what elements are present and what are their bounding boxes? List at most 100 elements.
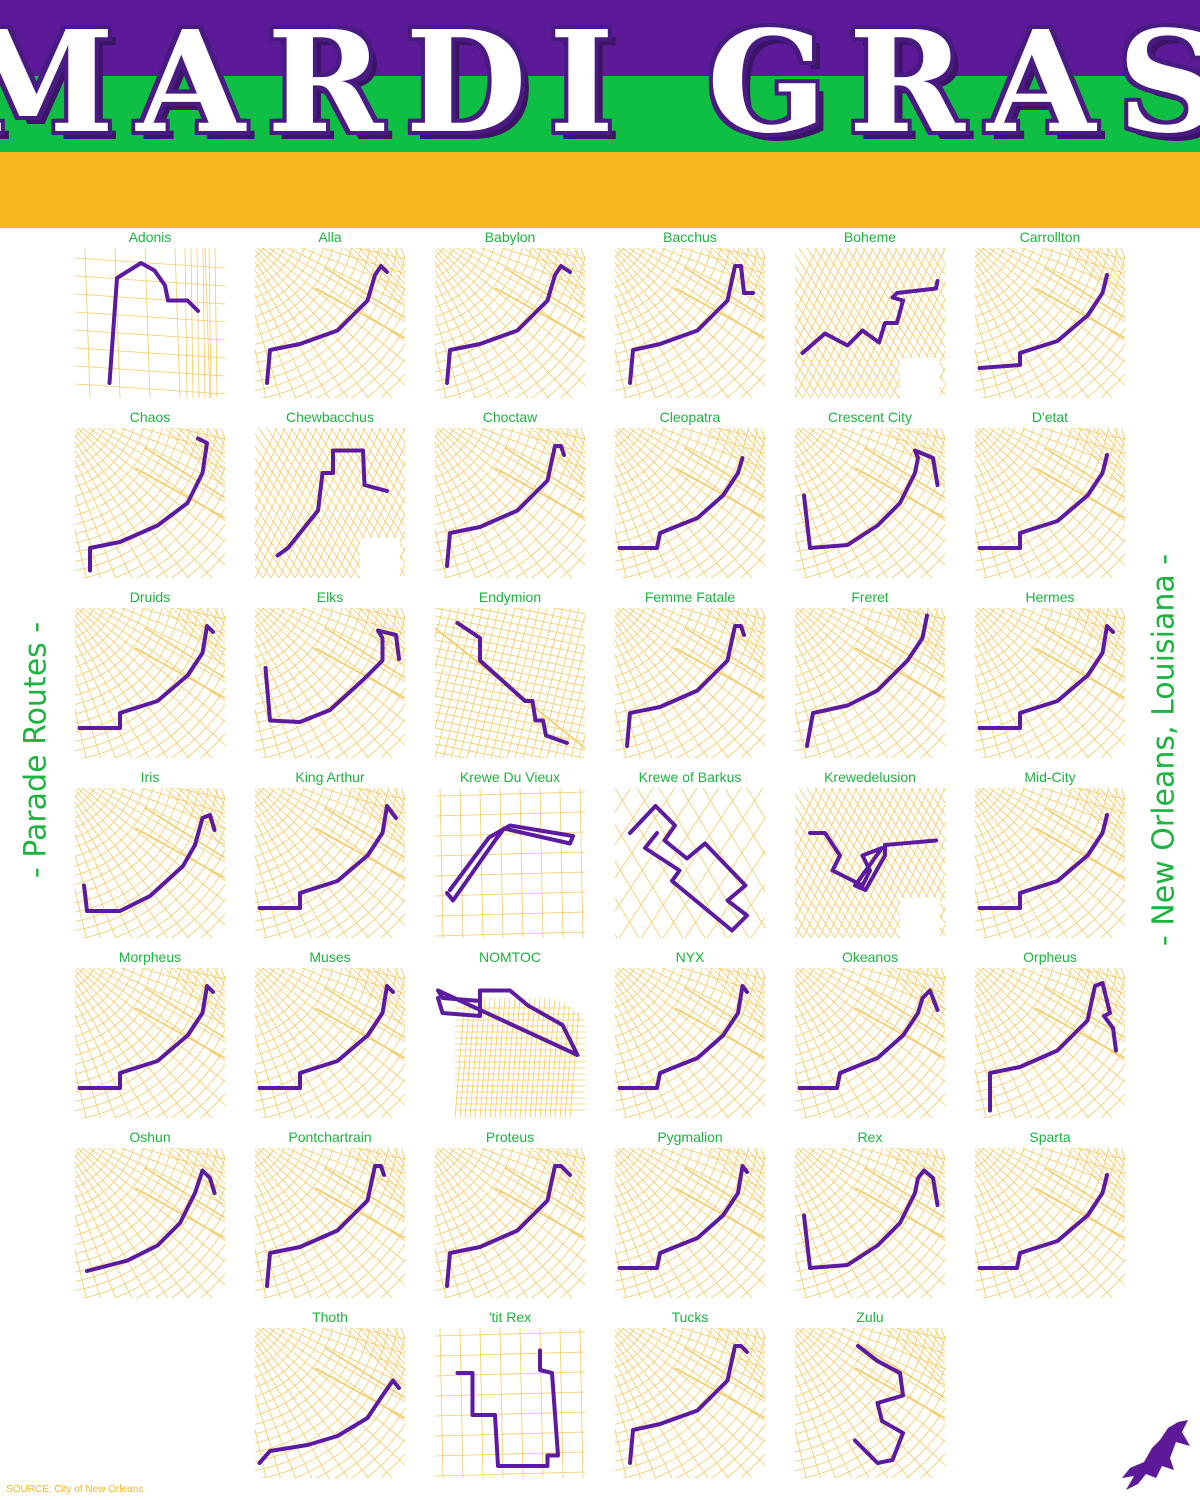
parade-name: Chewbacchus bbox=[286, 409, 374, 425]
parade-name: Krewedelusion bbox=[824, 769, 916, 785]
parade-route-line bbox=[988, 981, 1118, 1113]
parade-name: Krewe of Barkus bbox=[638, 769, 742, 785]
parade-route-line bbox=[977, 813, 1109, 910]
route-map bbox=[975, 788, 1125, 938]
parade-tile-hermes: Hermes bbox=[975, 588, 1125, 760]
parade-route-line bbox=[436, 988, 580, 1057]
parade-tile-mid-city: Mid-City bbox=[975, 768, 1125, 940]
route-map bbox=[435, 1328, 585, 1478]
parade-name: Alla bbox=[318, 229, 342, 245]
parade-name: Choctaw bbox=[482, 409, 538, 425]
parade-name: Iris bbox=[140, 769, 160, 785]
route-map bbox=[615, 248, 765, 398]
route-map bbox=[615, 1148, 765, 1298]
parade-route-line bbox=[625, 624, 746, 748]
route-map bbox=[795, 248, 945, 398]
parade-tile-babylon: Babylon bbox=[435, 228, 585, 400]
parade-name: Pontchartrain bbox=[288, 1129, 372, 1145]
parade-name: Chaos bbox=[129, 409, 171, 425]
source-note: SOURCE: City of New Orleans bbox=[6, 1484, 144, 1495]
parade-tile-nomtoc: NOMTOC bbox=[435, 948, 585, 1120]
parade-tile-oshun: Oshun bbox=[75, 1128, 225, 1300]
route-map bbox=[975, 428, 1125, 578]
parade-route-line bbox=[977, 273, 1109, 370]
parade-name: Thoth bbox=[312, 1309, 348, 1325]
parade-name: Okeanos bbox=[841, 949, 899, 965]
parade-route-line bbox=[257, 1378, 401, 1465]
parade-tile-rex: Rex bbox=[795, 1128, 945, 1300]
parade-route-line bbox=[257, 984, 395, 1090]
parade-tile-thoth: Thoth bbox=[255, 1308, 405, 1480]
parade-name: Carrollton bbox=[1019, 229, 1081, 245]
route-map bbox=[75, 968, 225, 1118]
parade-name: NOMTOC bbox=[479, 949, 541, 965]
parade-tile-pygmalion: Pygmalion bbox=[615, 1128, 765, 1300]
parade-tile-boheme: Boheme bbox=[795, 228, 945, 400]
parade-tile-druids: Druids bbox=[75, 588, 225, 760]
route-map bbox=[255, 248, 405, 398]
parade-tile-krewe-du-vieux: Krewe Du Vieux bbox=[435, 768, 585, 940]
parade-route-line bbox=[977, 453, 1109, 550]
route-map bbox=[435, 1148, 585, 1298]
parade-route-line bbox=[628, 1344, 749, 1465]
parade-name: NYX bbox=[675, 949, 705, 965]
route-map bbox=[75, 788, 225, 938]
parade-route-line bbox=[628, 264, 755, 385]
parade-tile-crescent-city: Crescent City bbox=[795, 408, 945, 580]
parade-name: Freret bbox=[851, 589, 889, 605]
parade-route-line bbox=[257, 804, 398, 910]
parade-route-line bbox=[445, 823, 575, 903]
parade-route-line bbox=[805, 613, 929, 748]
route-map bbox=[615, 608, 765, 758]
parade-route-line bbox=[445, 1164, 572, 1288]
parade-name: Orpheus bbox=[1023, 949, 1077, 965]
parade-tile-d-etat: D'etat bbox=[975, 408, 1125, 580]
parade-name: Sparta bbox=[1029, 1129, 1071, 1145]
route-map bbox=[75, 608, 225, 758]
parade-name: Oshun bbox=[129, 1129, 171, 1145]
parade-route-line bbox=[977, 624, 1115, 730]
route-map bbox=[75, 248, 225, 398]
parade-tile-choctaw: Choctaw bbox=[435, 408, 585, 580]
parade-tile-elks: Elks bbox=[255, 588, 405, 760]
parade-name: Endymion bbox=[478, 589, 542, 605]
parade-route-line bbox=[802, 1168, 940, 1270]
route-map bbox=[975, 968, 1125, 1118]
parade-tile-cleopatra: Cleopatra bbox=[615, 408, 765, 580]
parade-name: Femme Fatale bbox=[644, 589, 736, 605]
parade-route-line bbox=[275, 448, 389, 558]
parade-name: Boheme bbox=[843, 229, 897, 245]
parade-tile-sparta: Sparta bbox=[975, 1128, 1125, 1300]
route-map bbox=[615, 1328, 765, 1478]
parade-tile-endymion: Endymion bbox=[435, 588, 585, 760]
route-map bbox=[435, 788, 585, 938]
parade-name: Morpheus bbox=[118, 949, 182, 965]
parade-tile-tucks: Tucks bbox=[615, 1308, 765, 1480]
parade-route-line bbox=[853, 1344, 905, 1465]
parade-name: D'etat bbox=[1031, 409, 1069, 425]
route-map bbox=[435, 608, 585, 758]
parade-name: Babylon bbox=[484, 229, 536, 245]
parade-name: Crescent City bbox=[827, 409, 913, 425]
parade-tile-adonis: Adonis bbox=[75, 228, 225, 400]
parade-route-line bbox=[800, 279, 940, 355]
parade-tile-nyx: NYX bbox=[615, 948, 765, 1120]
parade-route-line bbox=[802, 448, 940, 550]
parade-route-line bbox=[445, 444, 566, 568]
route-map bbox=[795, 1148, 945, 1298]
route-map bbox=[615, 968, 765, 1118]
route-map bbox=[975, 1148, 1125, 1298]
route-map bbox=[435, 968, 585, 1118]
parade-tile-pontchartrain: Pontchartrain bbox=[255, 1128, 405, 1300]
parade-route-line bbox=[77, 984, 215, 1090]
svg-text:mm: mm bbox=[1140, 1480, 1159, 1491]
route-map bbox=[255, 1148, 405, 1298]
parade-tile-bacchus: Bacchus bbox=[615, 228, 765, 400]
route-map bbox=[615, 428, 765, 578]
route-map bbox=[255, 428, 405, 578]
route-map bbox=[435, 428, 585, 578]
parade-route-line bbox=[265, 1164, 386, 1288]
parade-route-line bbox=[617, 984, 749, 1090]
parade-name: Bacchus bbox=[663, 229, 717, 245]
parade-route-line bbox=[445, 264, 572, 385]
